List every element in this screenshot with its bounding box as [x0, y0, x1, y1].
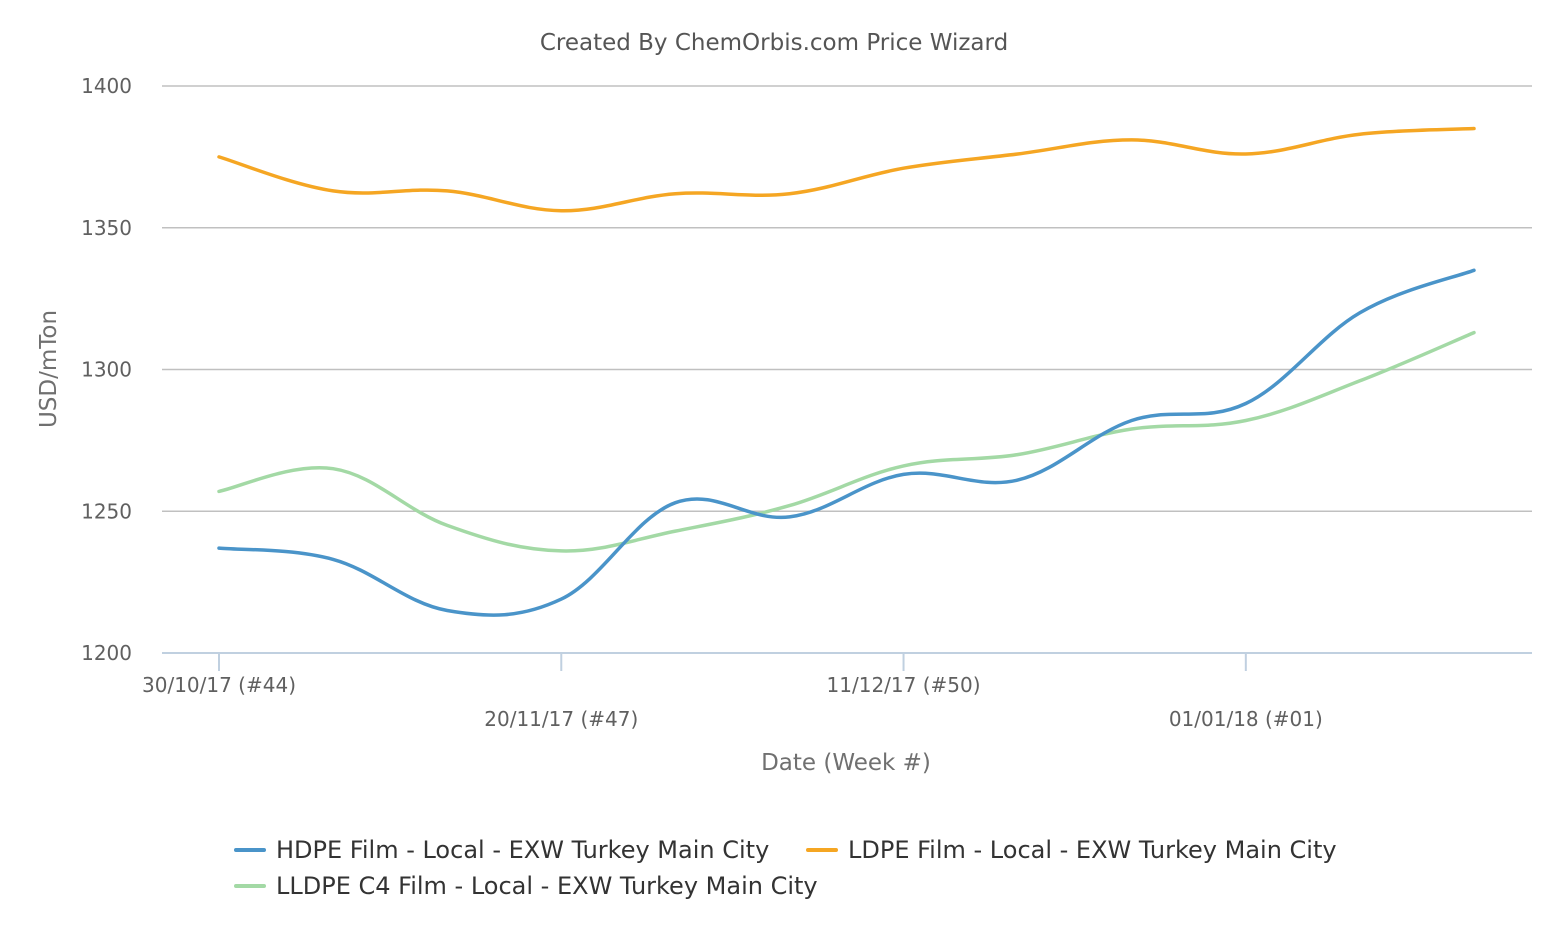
- grid-lines: [162, 85, 1532, 512]
- series-line-0: [217, 268, 1476, 617]
- legend-label[interactable]: LDPE Film - Local - EXW Turkey Main City: [848, 836, 1337, 864]
- y-tick-label: 1350: [81, 216, 132, 240]
- y-tick-label: 1300: [81, 358, 132, 382]
- x-axis-title: Date (Week #): [761, 750, 931, 776]
- legend-label[interactable]: LLDPE C4 Film - Local - EXW Turkey Main …: [276, 872, 818, 900]
- y-tick-label: 1400: [81, 74, 132, 98]
- y-axis-ticks: 1200 1250 1300 1350 1400: [81, 74, 132, 665]
- x-tick-label: 01/01/18 (#01): [1169, 707, 1323, 731]
- series-lines: [217, 126, 1476, 617]
- y-tick-label: 1200: [81, 641, 132, 665]
- chart-title: Created By ChemOrbis.com Price Wizard: [540, 30, 1008, 56]
- x-axis-ticks: 30/10/17 (#44) 20/11/17 (#47) 11/12/17 (#5…: [142, 653, 1323, 731]
- series-line-1: [217, 126, 1476, 213]
- x-tick-label: 11/12/17 (#50): [827, 673, 981, 697]
- series-line-2: [217, 330, 1476, 553]
- y-axis-title: USD/mTon: [36, 310, 62, 428]
- x-tick-label: 20/11/17 (#47): [484, 707, 638, 731]
- x-tick-label: 30/10/17 (#44): [142, 673, 296, 697]
- y-tick-label: 1250: [81, 499, 132, 523]
- legend-label[interactable]: HDPE Film - Local - EXW Turkey Main City: [276, 836, 769, 864]
- legend: HDPE Film - Local - EXW Turkey Main City…: [234, 836, 1337, 900]
